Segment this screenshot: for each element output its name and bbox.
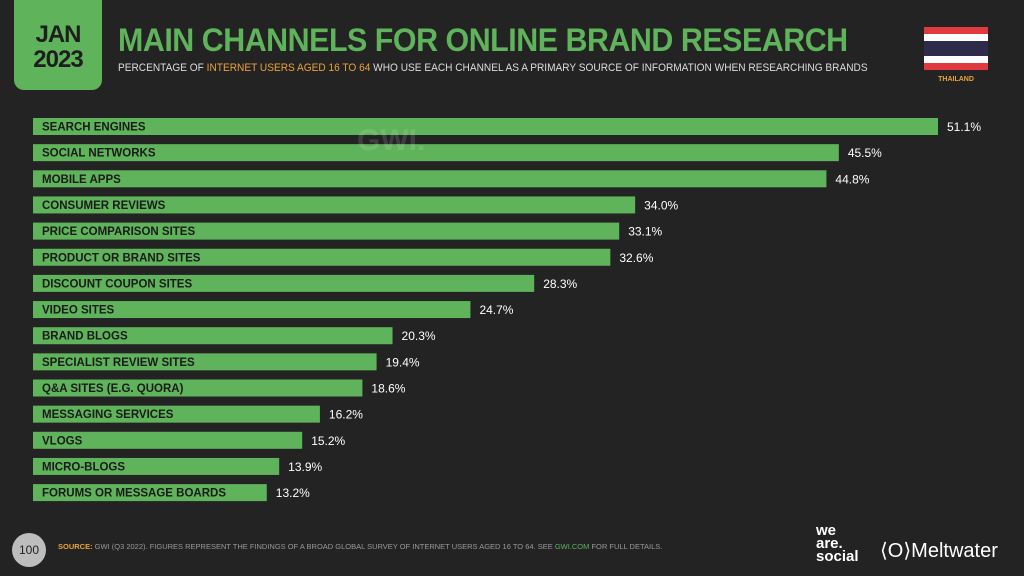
thailand-flag-icon [924, 27, 988, 70]
value-label: 34.0% [644, 198, 678, 212]
bar [33, 431, 303, 449]
category-label: VLOGS [42, 435, 83, 447]
value-label: 20.3% [402, 329, 436, 343]
bar [33, 222, 620, 240]
source-text: GWI (Q3 2022). FIGURES REPRESENT THE FIN… [92, 542, 555, 551]
meltwater-icon: ⟨O⟩ [880, 540, 912, 562]
value-label: 18.6% [371, 382, 405, 396]
subtitle-pre: PERCENTAGE OF [118, 62, 207, 74]
category-label: PRICE COMPARISON SITES [42, 226, 195, 238]
category-label: PRODUCT OR BRAND SITES [42, 252, 201, 264]
meltwater-logo: ⟨O⟩Meltwater [880, 538, 998, 563]
subtitle-post: WHO USE EACH CHANNEL AS A PRIMARY SOURCE… [370, 62, 868, 74]
bar [33, 118, 938, 135]
value-label: 45.5% [848, 146, 882, 160]
category-label: MICRO-BLOGS [42, 461, 125, 473]
bar [33, 301, 471, 319]
bar [33, 457, 280, 475]
value-label: 15.2% [311, 434, 345, 448]
category-label: MOBILE APPS [42, 174, 121, 186]
bar [33, 248, 611, 266]
category-label: CONSUMER REVIEWS [42, 200, 166, 212]
subtitle: PERCENTAGE OF INTERNET USERS AGED 16 TO … [118, 62, 868, 74]
month: JAN [35, 21, 81, 48]
category-label: MESSAGING SERVICES [42, 409, 174, 421]
value-label: 13.2% [276, 486, 310, 500]
source-link[interactable]: GWI.COM [554, 542, 590, 551]
value-label: 32.6% [619, 251, 653, 265]
we-are-social-logo: we are. social [816, 522, 859, 565]
category-label: DISCOUNT COUPON SITES [42, 278, 192, 290]
year: 2023 [33, 46, 83, 73]
value-label: 51.1% [947, 120, 981, 134]
value-label: 24.7% [479, 303, 513, 317]
subtitle-highlight: INTERNET USERS AGED 16 TO 64 [206, 62, 371, 74]
bar [33, 144, 839, 162]
category-label: BRAND BLOGS [42, 331, 128, 343]
value-label: 19.4% [386, 355, 420, 369]
source-end: FOR FULL DETAILS. [589, 542, 663, 551]
gwi-watermark: GWI. [357, 124, 426, 157]
page-number: 100 [12, 533, 46, 567]
category-label: SPECIALIST REVIEW SITES [42, 357, 195, 369]
bar [33, 327, 393, 345]
source-note: SOURCE: GWI (Q3 2022). FIGURES REPRESENT… [58, 542, 662, 551]
bar [33, 170, 827, 188]
value-label: 33.1% [628, 225, 662, 239]
value-label: 13.9% [288, 460, 322, 474]
value-label: 28.3% [543, 277, 577, 291]
category-label: VIDEO SITES [42, 305, 115, 317]
category-label: SOCIAL NETWORKS [42, 148, 156, 160]
page-title: MAIN CHANNELS FOR ONLINE BRAND RESEARCH [118, 22, 848, 58]
bar [33, 484, 267, 502]
category-label: SEARCH ENGINES [42, 122, 146, 134]
bar [33, 196, 636, 214]
value-label: 44.8% [835, 172, 869, 186]
category-label: FORUMS OR MESSAGE BOARDS [42, 488, 226, 500]
value-label: 16.2% [329, 408, 363, 422]
bar [33, 379, 363, 397]
bar [33, 353, 377, 371]
country-label: THAILAND [938, 76, 974, 83]
bar [33, 405, 320, 423]
date-badge: JAN 2023 [14, 0, 102, 90]
category-label: Q&A SITES (E.G. QUORA) [42, 383, 184, 395]
source-label: SOURCE: [58, 542, 93, 551]
meltwater-text: Meltwater [911, 540, 998, 562]
bar [33, 274, 535, 292]
